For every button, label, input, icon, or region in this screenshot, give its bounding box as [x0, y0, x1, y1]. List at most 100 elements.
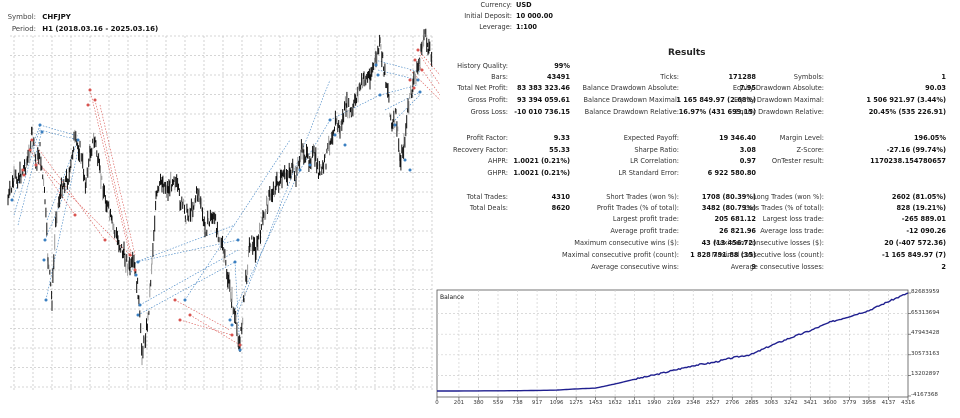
- trade-c3-6-value: 2: [941, 263, 946, 271]
- buy-marker-icon: [134, 273, 138, 277]
- symbol-row: Symbol: CHFJPY: [0, 13, 71, 21]
- x-tick-label: 2885: [744, 400, 759, 406]
- factor-c1-0-value: 9.33: [553, 134, 570, 142]
- trade-c3-1-value: 828 (19.21%): [896, 204, 946, 212]
- sell-marker-icon: [22, 173, 26, 177]
- buy-marker-icon: [233, 260, 237, 264]
- x-tick-label: 2169: [666, 400, 681, 406]
- currency-value: USD: [516, 1, 532, 9]
- factor-c1-0-label: Profit Factor:: [466, 134, 508, 142]
- x-tick-label: 1096: [549, 400, 564, 406]
- factor-c1-1-label: Recovery Factor:: [453, 146, 508, 154]
- buy-marker-icon: [76, 138, 80, 142]
- period-value: H1 (2018.03.16 - 2025.03.16): [42, 25, 159, 33]
- buy-marker-icon: [376, 73, 380, 77]
- x-tick-label: 380: [473, 400, 484, 406]
- trade-c2-6-label: Average consecutive wins:: [591, 263, 679, 271]
- currency-label: Currency:: [480, 1, 512, 9]
- buy-marker-icon: [43, 238, 47, 242]
- buy-marker-icon: [10, 198, 14, 202]
- stat-c3-3-value: 20.45% (535 226.91): [868, 108, 946, 116]
- stat-c2-2-value: 1 165 849.97 (2.68%): [676, 96, 756, 104]
- stat-c2-3-value: 16.97% (431 699.15): [678, 108, 756, 116]
- factor-c3-0-value: 196.05%: [913, 134, 946, 142]
- stat-c3-1-value: 90.03: [925, 84, 946, 92]
- stat-c3-2-value: 1 506 921.97 (3.44%): [866, 96, 946, 104]
- trade-c3-1-label: Loss Trades (% of total):: [744, 204, 824, 212]
- buy-marker-icon: [333, 133, 337, 137]
- trade-c2-5-value: 1 828 791.88 (35): [690, 251, 756, 259]
- trade-c3-3-label: Average loss trade:: [760, 227, 824, 235]
- buy-marker-icon: [138, 303, 142, 307]
- factor-c2-1-label: Sharpe Ratio:: [634, 146, 679, 154]
- buy-marker-icon: [408, 168, 412, 172]
- trade-c1-1-label: Total Deals:: [469, 204, 508, 212]
- buy-marker-icon: [183, 298, 187, 302]
- buy-marker-icon: [308, 163, 312, 167]
- sell-marker-icon: [73, 213, 77, 217]
- trade-c1-0-label: Total Trades:: [466, 193, 508, 201]
- stat-c2-0-label: Ticks:: [660, 73, 679, 81]
- symbol-value: CHFJPY: [42, 13, 71, 21]
- balance-axis-ticks: [436, 292, 911, 400]
- stat-c2-2-label: Balance Drawdown Maximal:: [583, 96, 679, 104]
- balance-grid: [437, 290, 908, 397]
- results-title: Results: [668, 48, 706, 58]
- trade-c3-5-value: -1 165 849.97 (7): [881, 251, 946, 259]
- factor-c3-1-value: -27.16 (99.74%): [886, 146, 946, 154]
- trade-lines: [11, 49, 440, 351]
- balance-chart-canvas: [436, 289, 911, 400]
- buy-marker-icon: [44, 298, 48, 302]
- x-tick-label: 3958: [862, 400, 876, 406]
- balance-plot-frame: [436, 289, 909, 398]
- buy-marker-icon: [378, 93, 382, 97]
- factor-c2-3-value: 6 922 580.80: [707, 169, 756, 177]
- stat-c1-1-value: 43491: [547, 73, 570, 81]
- x-tick-label: 3242: [783, 400, 798, 406]
- stat-c2-0-value: 171288: [728, 73, 756, 81]
- x-tick-label: 2348: [686, 400, 701, 406]
- stat-c3-3-label: Equity Drawdown Relative:: [735, 108, 824, 116]
- sell-marker-icon: [188, 313, 192, 317]
- stat-c1-4-label: Gross Loss:: [470, 108, 508, 116]
- buy-marker-icon: [136, 313, 140, 317]
- y-tick-label: 47943428: [911, 330, 940, 337]
- factor-c3-0-label: Margin Level:: [779, 134, 824, 142]
- buy-marker-icon: [328, 118, 332, 122]
- price-grid: [10, 35, 433, 392]
- buy-marker-icon: [38, 123, 42, 127]
- factor-c1-3-value: 1.0021 (0.21%): [513, 169, 570, 177]
- buy-marker-icon: [416, 78, 420, 82]
- y-tick-label: 13202897: [911, 371, 940, 378]
- stat-c2-1-value: 7.95: [739, 84, 756, 92]
- buy-marker-icon: [238, 348, 242, 352]
- leverage-value: 1:100: [516, 23, 537, 31]
- x-tick-label: 4137: [881, 400, 896, 406]
- buy-marker-icon: [136, 260, 140, 264]
- trade-c3-0-value: 2602 (81.05%): [891, 193, 946, 201]
- sell-marker-icon: [128, 253, 132, 257]
- trade-c2-4-label: Maximum consecutive wins ($):: [574, 239, 679, 247]
- stat-c1-3-value: 93 394 059.61: [517, 96, 570, 104]
- stat-c1-1-label: Bars:: [491, 73, 508, 81]
- factor-c3-2-value: 1170238.154780657: [870, 157, 946, 165]
- trade-c3-6-label: Average consecutive losses:: [730, 263, 824, 271]
- balance-chart-title: Balance: [440, 294, 464, 301]
- factor-c2-0-value: 19 346.40: [719, 134, 756, 142]
- y-tick-label: 82683959: [911, 289, 940, 295]
- x-tick-label: 3421: [803, 400, 818, 406]
- x-tick-label: 1453: [588, 400, 603, 406]
- factor-c1-2-label: AHPR:: [487, 157, 508, 165]
- stat-c1-3-label: Gross Profit:: [467, 96, 508, 104]
- buy-marker-icon: [42, 258, 46, 262]
- trade-c2-2-label: Largest profit trade:: [612, 215, 679, 223]
- trade-c3-4-value: 20 (-407 572.36): [884, 239, 946, 247]
- stat-c3-0-label: Symbols:: [793, 73, 824, 81]
- trade-c3-5-label: Maximal consecutive loss (count):: [711, 251, 824, 259]
- x-tick-label: 559: [492, 400, 504, 406]
- stat-c1-2-value: 83 383 323.46: [517, 84, 570, 92]
- sell-marker-icon: [230, 333, 234, 337]
- x-tick-label: 2706: [725, 400, 740, 406]
- trade-c2-0-value: 1708 (80.39%): [701, 193, 756, 201]
- trade-markers: [10, 48, 424, 352]
